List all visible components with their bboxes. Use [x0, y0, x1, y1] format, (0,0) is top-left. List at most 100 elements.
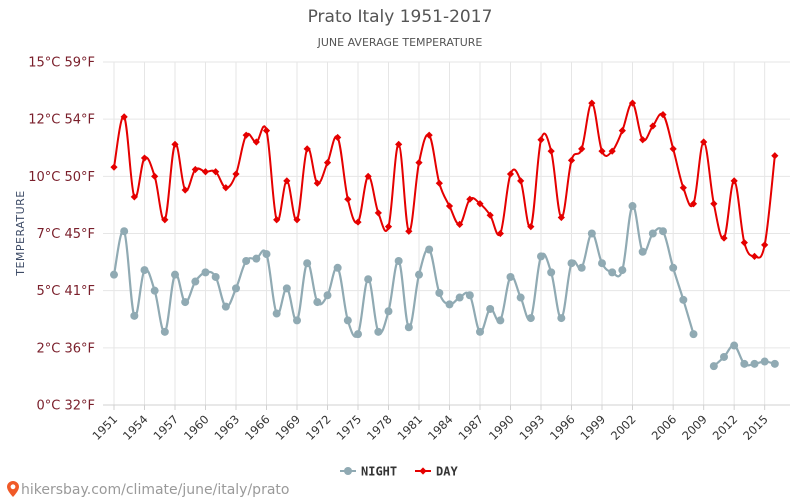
data-point-night[interactable] — [445, 300, 454, 309]
data-point-day[interactable] — [140, 154, 149, 162]
data-point-night[interactable] — [211, 272, 220, 281]
data-point-day[interactable] — [171, 140, 179, 148]
data-point-night[interactable] — [130, 311, 139, 320]
data-point-day[interactable] — [120, 113, 128, 121]
data-point-night[interactable] — [282, 284, 291, 293]
data-point-night[interactable] — [486, 304, 495, 313]
data-point-night[interactable] — [384, 307, 393, 316]
data-point-night[interactable] — [760, 357, 769, 366]
data-point-day[interactable] — [700, 138, 708, 146]
data-point-night[interactable] — [516, 293, 525, 302]
data-point-night[interactable] — [110, 270, 118, 279]
data-point-night[interactable] — [709, 362, 718, 371]
data-point-day[interactable] — [303, 145, 311, 153]
legend-item-night[interactable]: NIGHT — [340, 465, 397, 479]
data-point-day[interactable] — [486, 211, 494, 219]
data-point-day[interactable] — [110, 163, 118, 171]
data-point-night[interactable] — [598, 259, 606, 268]
data-point-day[interactable] — [618, 127, 626, 135]
data-point-day[interactable] — [537, 136, 545, 144]
data-point-day[interactable] — [201, 168, 210, 176]
data-point-night[interactable] — [557, 314, 566, 323]
data-point-day[interactable] — [608, 147, 616, 155]
data-point-day[interactable] — [557, 213, 565, 222]
data-point-day[interactable] — [252, 138, 260, 146]
data-point-day[interactable] — [293, 216, 301, 224]
data-point-day[interactable] — [405, 227, 413, 235]
data-point-day[interactable] — [506, 170, 515, 178]
data-point-night[interactable] — [191, 277, 200, 286]
data-point-day[interactable] — [130, 193, 138, 201]
data-point-day[interactable] — [435, 179, 443, 187]
data-point-day[interactable] — [679, 184, 687, 192]
data-point-night[interactable] — [740, 359, 749, 368]
data-point-day[interactable] — [639, 136, 647, 144]
data-point-day[interactable] — [425, 131, 433, 139]
data-point-day[interactable] — [384, 223, 393, 231]
data-point-night[interactable] — [171, 270, 179, 279]
data-point-night[interactable] — [465, 291, 474, 300]
data-point-day[interactable] — [456, 220, 464, 228]
data-point-night[interactable] — [262, 250, 271, 259]
data-point-day[interactable] — [547, 147, 555, 155]
data-point-day[interactable] — [740, 239, 748, 247]
data-point-day[interactable] — [588, 99, 596, 107]
data-point-night[interactable] — [354, 330, 362, 339]
data-point-night[interactable] — [567, 259, 576, 268]
data-point-day[interactable] — [761, 241, 769, 249]
data-point-night[interactable] — [221, 302, 230, 311]
data-point-night[interactable] — [526, 314, 535, 323]
data-point-night[interactable] — [455, 293, 464, 302]
data-point-night[interactable] — [313, 298, 322, 307]
data-point-night[interactable] — [201, 268, 210, 277]
data-point-day[interactable] — [354, 218, 362, 226]
data-point-day[interactable] — [344, 195, 352, 203]
data-point-day[interactable] — [181, 186, 189, 194]
data-point-night[interactable] — [343, 316, 352, 325]
data-point-night[interactable] — [140, 266, 149, 275]
data-point-night[interactable] — [750, 359, 759, 368]
data-point-day[interactable] — [659, 110, 667, 119]
data-point-day[interactable] — [476, 200, 484, 208]
data-point-night[interactable] — [730, 341, 739, 350]
data-point-night[interactable] — [638, 247, 647, 256]
data-point-day[interactable] — [283, 177, 291, 185]
data-point-day[interactable] — [720, 234, 728, 242]
data-point-night[interactable] — [252, 254, 261, 263]
data-point-day[interactable] — [273, 216, 281, 224]
data-point-day[interactable] — [578, 145, 586, 153]
data-point-day[interactable] — [710, 200, 718, 208]
data-point-night[interactable] — [496, 316, 505, 325]
data-point-day[interactable] — [689, 200, 698, 208]
data-point-night[interactable] — [374, 327, 383, 336]
source-footer[interactable]: hikersbay.com/climate/june/italy/prato — [7, 481, 289, 498]
data-point-day[interactable] — [598, 147, 606, 155]
data-point-day[interactable] — [242, 131, 250, 139]
data-point-night[interactable] — [618, 266, 627, 275]
data-point-night[interactable] — [506, 272, 515, 281]
data-point-night[interactable] — [415, 270, 423, 279]
data-point-night[interactable] — [587, 229, 596, 238]
data-point-night[interactable] — [435, 288, 444, 297]
data-point-night[interactable] — [720, 352, 728, 361]
data-point-night[interactable] — [181, 298, 190, 307]
data-point-night[interactable] — [293, 316, 301, 325]
data-point-day[interactable] — [232, 170, 240, 178]
data-point-day[interactable] — [496, 229, 504, 238]
source-link[interactable]: hikersbay.com/climate/june/italy/prato — [21, 482, 289, 498]
data-point-day[interactable] — [730, 177, 738, 185]
data-point-day[interactable] — [222, 184, 230, 192]
data-point-night[interactable] — [150, 286, 159, 295]
data-point-day[interactable] — [750, 252, 759, 260]
data-point-night[interactable] — [659, 227, 667, 236]
data-point-day[interactable] — [771, 152, 779, 160]
data-point-night[interactable] — [476, 327, 484, 336]
data-point-day[interactable] — [334, 133, 342, 142]
data-point-night[interactable] — [232, 284, 240, 293]
data-point-night[interactable] — [537, 252, 545, 261]
data-point-night[interactable] — [364, 275, 373, 284]
data-point-night[interactable] — [770, 359, 779, 368]
data-point-day[interactable] — [567, 156, 576, 164]
data-point-day[interactable] — [395, 140, 403, 148]
data-point-night[interactable] — [547, 268, 556, 277]
